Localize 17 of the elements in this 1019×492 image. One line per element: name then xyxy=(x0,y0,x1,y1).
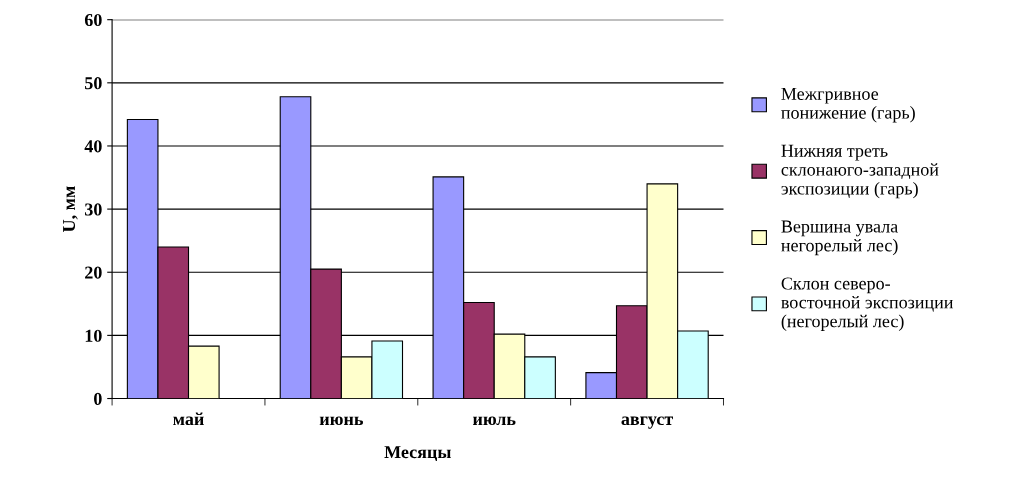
x-tick-label: август xyxy=(621,416,674,429)
y-tick-label: 0 xyxy=(94,392,102,405)
legend-label: Склон северо- восточной экспозиции (негорелый лес) xyxy=(781,277,954,331)
y-tick-label: 20 xyxy=(85,266,102,279)
legend-label: Межгривное понижение (гарь) xyxy=(781,87,915,123)
x-tick-label: июнь xyxy=(319,416,363,426)
y-tick-label: 10 xyxy=(85,329,102,342)
x-tick-label: май xyxy=(173,412,204,426)
x-tick-label: июль xyxy=(472,416,516,426)
y-tick-label: 30 xyxy=(84,203,102,216)
y-tick-label: 50 xyxy=(85,77,102,90)
y-tick-label: 40 xyxy=(84,140,102,153)
legend-label: Нижняя треть склонаюго-западной экспозиции (гарь) xyxy=(781,144,939,199)
legend-label: Вершина увала негорелый лес) xyxy=(781,220,898,256)
y-axis-title: U, мм xyxy=(63,186,78,232)
x-axis-title: Месяцы xyxy=(384,446,451,462)
y-tick-label: 60 xyxy=(84,13,102,27)
